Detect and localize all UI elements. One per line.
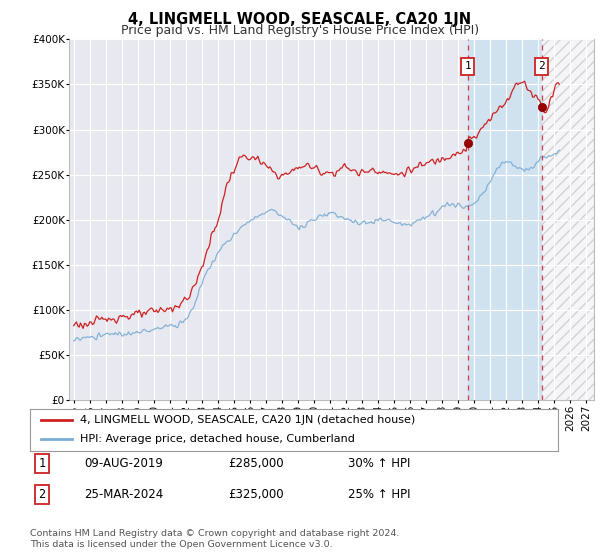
Text: 2: 2 xyxy=(38,488,46,501)
Text: Contains HM Land Registry data © Crown copyright and database right 2024.: Contains HM Land Registry data © Crown c… xyxy=(30,529,400,538)
Text: 4, LINGMELL WOOD, SEASCALE, CA20 1JN (detached house): 4, LINGMELL WOOD, SEASCALE, CA20 1JN (de… xyxy=(80,415,415,425)
Text: 2: 2 xyxy=(538,61,545,71)
Text: 4, LINGMELL WOOD, SEASCALE, CA20 1JN: 4, LINGMELL WOOD, SEASCALE, CA20 1JN xyxy=(128,12,472,27)
Bar xyxy=(542,39,594,400)
Text: 09-AUG-2019: 09-AUG-2019 xyxy=(84,457,163,470)
Text: 1: 1 xyxy=(38,457,46,470)
Text: £325,000: £325,000 xyxy=(228,488,284,501)
Text: Price paid vs. HM Land Registry's House Price Index (HPI): Price paid vs. HM Land Registry's House … xyxy=(121,24,479,36)
Text: £285,000: £285,000 xyxy=(228,457,284,470)
Text: 30% ↑ HPI: 30% ↑ HPI xyxy=(348,457,410,470)
Bar xyxy=(467,39,542,400)
Text: This data is licensed under the Open Government Licence v3.0.: This data is licensed under the Open Gov… xyxy=(30,540,332,549)
Bar xyxy=(542,39,594,400)
Text: HPI: Average price, detached house, Cumberland: HPI: Average price, detached house, Cumb… xyxy=(80,435,355,445)
Text: 25-MAR-2024: 25-MAR-2024 xyxy=(84,488,163,501)
Text: 25% ↑ HPI: 25% ↑ HPI xyxy=(348,488,410,501)
Text: 1: 1 xyxy=(464,61,471,71)
